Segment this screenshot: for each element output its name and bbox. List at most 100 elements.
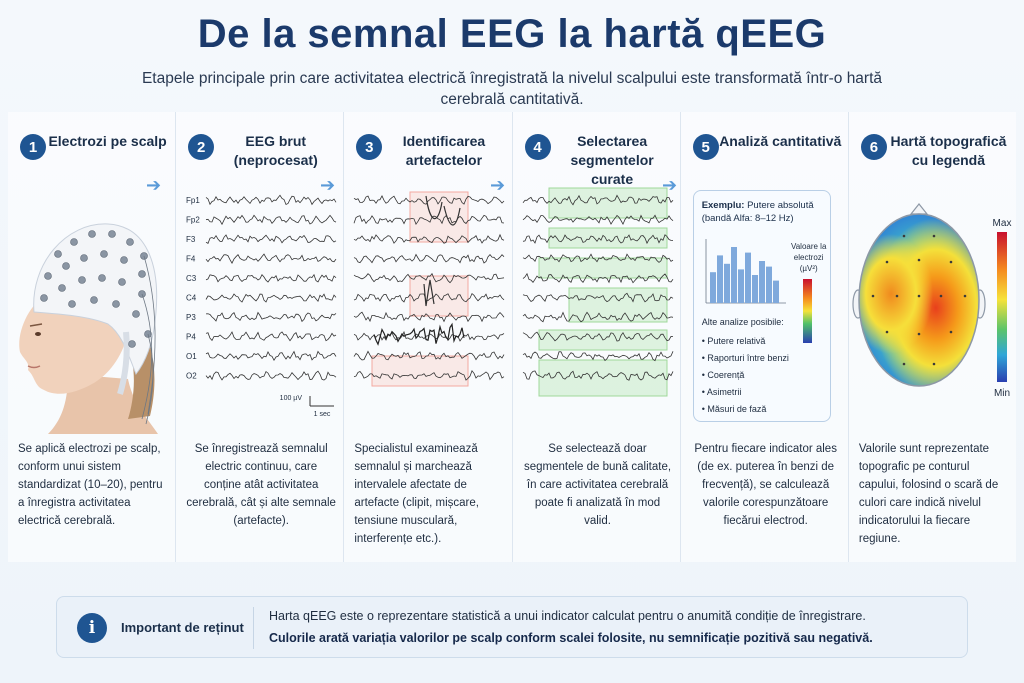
eeg-trace [206, 311, 337, 323]
step-4-title: Selectarea segmentelor curate [570, 133, 654, 187]
analysis-other-title: Alte analize posibile: [701, 317, 784, 327]
channel-label: O1 [186, 352, 197, 361]
eeg-trace [522, 370, 673, 381]
channel-label: F3 [186, 235, 196, 244]
eeg-trace [354, 194, 505, 205]
analysis-legend-label: Valoare la electrozi (µV²) [790, 242, 827, 273]
eeg-trace [522, 214, 673, 226]
eeg-trace [206, 331, 337, 342]
list-item: Coerență [702, 367, 789, 384]
muscle-artifact [373, 322, 465, 346]
eeg-trace [205, 350, 337, 362]
page-subtitle: Etapele principale prin care activitatea… [141, 70, 883, 108]
step-3-number: 3 [356, 134, 383, 160]
step-4-number: 4 [524, 134, 551, 160]
note-divider [253, 607, 254, 649]
step-4-header: 4 Selectarea segmentelor curate [513, 132, 680, 187]
important-note: i Important de reținut Harta qEEG este o… [56, 596, 968, 658]
colorbar-min-label: Min [994, 388, 1010, 399]
eeg-trace [353, 214, 505, 226]
eeg-trace [522, 292, 673, 303]
step-2: 2 EEG brut (neprocesat) Fp1 Fp2 F3 F4 C3 C4 P3… [176, 112, 345, 562]
analysis-example-label: Exemplu: [701, 200, 745, 211]
topographic-map: Max Min [849, 184, 1016, 434]
channel-label: P3 [186, 313, 196, 322]
step-1: 1 Electrozi pe scalp [8, 112, 177, 562]
analysis-bar [765, 266, 772, 303]
arrow-right-icon: ➔ [320, 175, 336, 195]
info-icon: i [77, 613, 107, 643]
step-5-description: Pentru fiecare indicator ales (de ex. pu… [694, 443, 837, 527]
eeg-trace [354, 233, 505, 244]
eeg-trace [205, 293, 337, 303]
step-3-header: 3 Identificarea artefactelor [344, 132, 511, 176]
step-6-header: 6 Hartă topografică cu legendă [849, 132, 1016, 176]
analysis-bar [772, 280, 779, 303]
steps-row: 1 Electrozi pe scalp [8, 112, 1017, 562]
eeg-trace [354, 253, 505, 264]
channel-label: Fp2 [186, 216, 200, 225]
artifact-box [371, 355, 469, 387]
analysis-bar [737, 269, 744, 303]
step-5-header: 5 Analiză cantitativă [681, 132, 848, 176]
clean-segment-box [548, 187, 668, 219]
step-2-title: EEG brut (neprocesat) [233, 133, 318, 168]
analysis-bar [723, 263, 730, 303]
analysis-bar [709, 272, 716, 303]
step-6-description: Valorile sunt reprezentate topografic pe… [858, 443, 999, 545]
list-item: Asimetrii [702, 384, 789, 401]
quantitative-analysis-panel: Exemplu: Putere absolută (bandă Alfa: 8–… [681, 184, 848, 434]
analysis-bar [751, 275, 758, 303]
eeg-trace [522, 311, 673, 323]
channel-label: Fp1 [186, 196, 200, 205]
channel-label: C3 [186, 274, 197, 283]
eeg-trace [522, 234, 673, 245]
clean-segment-box [568, 287, 668, 323]
scale-time-label: 1 sec [314, 411, 331, 418]
analysis-bar [716, 255, 723, 303]
page-title: De la semnal EEG la hartă qEEG [197, 12, 827, 56]
step-4-description: Se selectează doar segmentele de bună ca… [523, 443, 672, 527]
step-6-number: 6 [860, 134, 887, 160]
step-1-description: Se aplică electrozi pe scalp, conform un… [18, 443, 163, 527]
analysis-bar [758, 261, 765, 303]
eeg-trace [354, 292, 505, 303]
step-5-number: 5 [692, 134, 719, 160]
eeg-trace [522, 253, 673, 263]
step-5-title: Analiză cantitativă [719, 133, 842, 149]
list-item: Putere relativă [702, 333, 789, 350]
step-1-number: 1 [20, 134, 46, 160]
step-5: 5 Analiză cantitativă Exemplu: Putere ab… [680, 112, 849, 562]
eeg-trace [522, 272, 673, 284]
eeg-trace [205, 370, 337, 381]
step-4: 4 Selectarea segmentelor curate Se selec… [512, 112, 681, 562]
arrow-right-icon: ➔ [662, 175, 678, 195]
eeg-trace [354, 370, 505, 381]
analysis-bar [744, 252, 751, 303]
list-item: Raporturi între benzi [702, 350, 789, 367]
arrow-right-icon: ➔ [146, 175, 162, 195]
step-6: 6 Hartă topografică cu legendă [848, 112, 1017, 562]
eeg-trace [522, 331, 673, 342]
eeg-trace [522, 351, 673, 362]
channel-label: F4 [186, 255, 196, 264]
arrow-right-icon: ➔ [490, 175, 506, 195]
raw-eeg-traces: Fp1 Fp2 F3 F4 C3 C4 P3 P4 O1 O2 100 µV 1 sec [176, 184, 343, 434]
eeg-trace [205, 273, 337, 283]
eeg-trace [206, 214, 337, 226]
clean-segment-box [538, 359, 668, 397]
scale-bar [309, 396, 335, 407]
step-1-title: Electrozi pe scalp [48, 133, 167, 149]
movement-artifact [423, 279, 435, 307]
blink-artifact [425, 195, 443, 220]
step-2-number: 2 [188, 134, 215, 160]
step-1-header: 1 Electrozi pe scalp [8, 132, 175, 176]
colorbar-max-label: Max [992, 218, 1011, 229]
channel-label: O2 [186, 372, 197, 381]
eeg-trace [354, 350, 505, 361]
artifact-box [409, 275, 469, 317]
clean-segment-traces [513, 184, 680, 434]
artifact-marked-traces [344, 184, 511, 434]
list-item: Măsuri de fază [702, 401, 789, 418]
note-label: Important de reținut [121, 620, 244, 635]
